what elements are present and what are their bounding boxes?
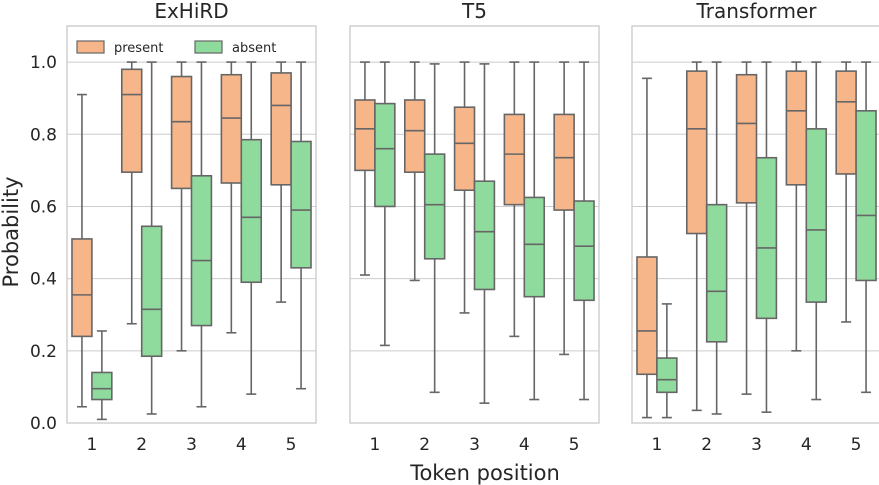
panel-title: T5	[461, 0, 487, 23]
y-tick-label: 0.8	[30, 125, 57, 145]
box-iqr	[503, 113, 526, 206]
panel-title: ExHiRD	[154, 0, 228, 23]
y-tick-label: 0.6	[30, 197, 57, 217]
box-present-2	[120, 61, 143, 325]
box-absent-1	[91, 330, 113, 421]
chart-panel-2: 1 2 3 4 5 T5	[349, 0, 600, 455]
y-tick-label: 0.2	[30, 342, 57, 362]
box-present-5	[553, 61, 575, 356]
x-tick-label: 1	[369, 435, 380, 455]
panel-frame	[631, 25, 879, 424]
x-tick-label: 3	[469, 435, 480, 455]
box-present-3	[735, 61, 758, 395]
box-iqr	[71, 238, 93, 338]
x-tick-label: 1	[86, 435, 97, 455]
box-iqr	[190, 174, 213, 327]
box-present-3	[453, 61, 476, 314]
x-tick-label: 4	[236, 435, 247, 455]
box-iqr	[805, 128, 828, 303]
box-absent-3	[473, 63, 496, 404]
y-tick-label: 1.0	[30, 53, 57, 73]
legend-swatch-absent	[194, 40, 223, 54]
box-iqr	[636, 256, 658, 376]
panel-frame	[349, 25, 600, 424]
x-tick-label: 2	[136, 435, 147, 455]
x-tick-label: 4	[801, 435, 812, 455]
y-axis-title: Probability	[0, 176, 23, 287]
box-present-1	[636, 77, 658, 419]
box-iqr	[523, 196, 546, 298]
box-absent-2	[423, 63, 446, 394]
x-tick-label: 1	[651, 435, 662, 455]
box-absent-2	[140, 61, 163, 415]
chart-panels: 1 2 3 4 5 ExHiRD 0.0 0.2 0.4 0.6 0.8 1.0 present abse…	[30, 0, 879, 455]
box-present-4	[503, 61, 526, 338]
box-present-2	[685, 61, 708, 412]
box-absent-1	[656, 303, 678, 419]
x-tick-label: 3	[751, 435, 762, 455]
x-axis-title: Token position	[409, 461, 560, 485]
box-iqr	[553, 113, 575, 211]
box-iqr	[785, 70, 808, 186]
x-tick-label: 5	[286, 435, 297, 455]
box-absent-1	[374, 61, 396, 347]
x-tick-label: 4	[519, 435, 530, 455]
legend: present absent	[76, 40, 276, 56]
box-iqr	[423, 153, 446, 260]
box-present-5	[270, 61, 292, 303]
x-tick-label: 5	[569, 435, 580, 455]
box-absent-3	[190, 61, 213, 408]
legend-swatch-present	[76, 40, 105, 54]
box-iqr	[473, 180, 496, 291]
legend-label-present: present	[114, 41, 163, 56]
x-tick-label: 2	[701, 435, 712, 455]
box-iqr	[374, 102, 396, 208]
box-present-4	[785, 61, 808, 352]
box-iqr	[573, 200, 595, 302]
box-present-3	[170, 61, 193, 352]
box-iqr	[290, 140, 312, 269]
box-iqr	[240, 138, 263, 284]
y-tick-label: 0.0	[30, 414, 57, 434]
box-iqr	[270, 72, 292, 186]
box-iqr	[403, 99, 426, 173]
legend-label-absent: absent	[232, 41, 276, 56]
chart-panel-1: 1 2 3 4 5 ExHiRD 0.0 0.2 0.4 0.6 0.8 1.0 present abse…	[30, 0, 317, 455]
x-tick-label: 3	[186, 435, 197, 455]
box-iqr	[685, 70, 708, 235]
box-absent-5	[573, 61, 595, 401]
box-iqr	[140, 225, 163, 358]
box-iqr	[705, 203, 728, 343]
box-absent-4	[805, 61, 828, 401]
box-iqr	[755, 156, 778, 320]
box-absent-3	[755, 61, 778, 413]
chart-panel-3: 1 2 3 4 5 Transformer	[631, 0, 879, 455]
box-absent-4	[523, 61, 546, 401]
box-present-5	[835, 61, 857, 323]
y-tick-label: 0.4	[30, 270, 57, 290]
box-present-4	[220, 61, 243, 334]
x-tick-label: 5	[851, 435, 862, 455]
box-present-1	[354, 61, 376, 276]
box-iqr	[91, 371, 113, 401]
box-iqr	[453, 106, 476, 192]
panel-title: Transformer	[695, 0, 817, 23]
box-iqr	[354, 99, 376, 172]
box-iqr	[170, 75, 193, 190]
box-iqr	[220, 73, 243, 184]
box-iqr	[835, 70, 857, 175]
box-present-1	[71, 93, 93, 408]
panel-frame	[66, 25, 317, 424]
box-absent-2	[705, 61, 728, 415]
box-absent-5	[290, 61, 312, 390]
box-iqr	[735, 73, 758, 204]
box-iqr	[855, 110, 877, 282]
box-iqr	[656, 357, 678, 394]
box-iqr	[120, 68, 143, 173]
x-tick-label: 2	[419, 435, 430, 455]
box-absent-4	[240, 61, 263, 395]
box-present-2	[403, 61, 426, 282]
box-absent-5	[855, 61, 877, 394]
